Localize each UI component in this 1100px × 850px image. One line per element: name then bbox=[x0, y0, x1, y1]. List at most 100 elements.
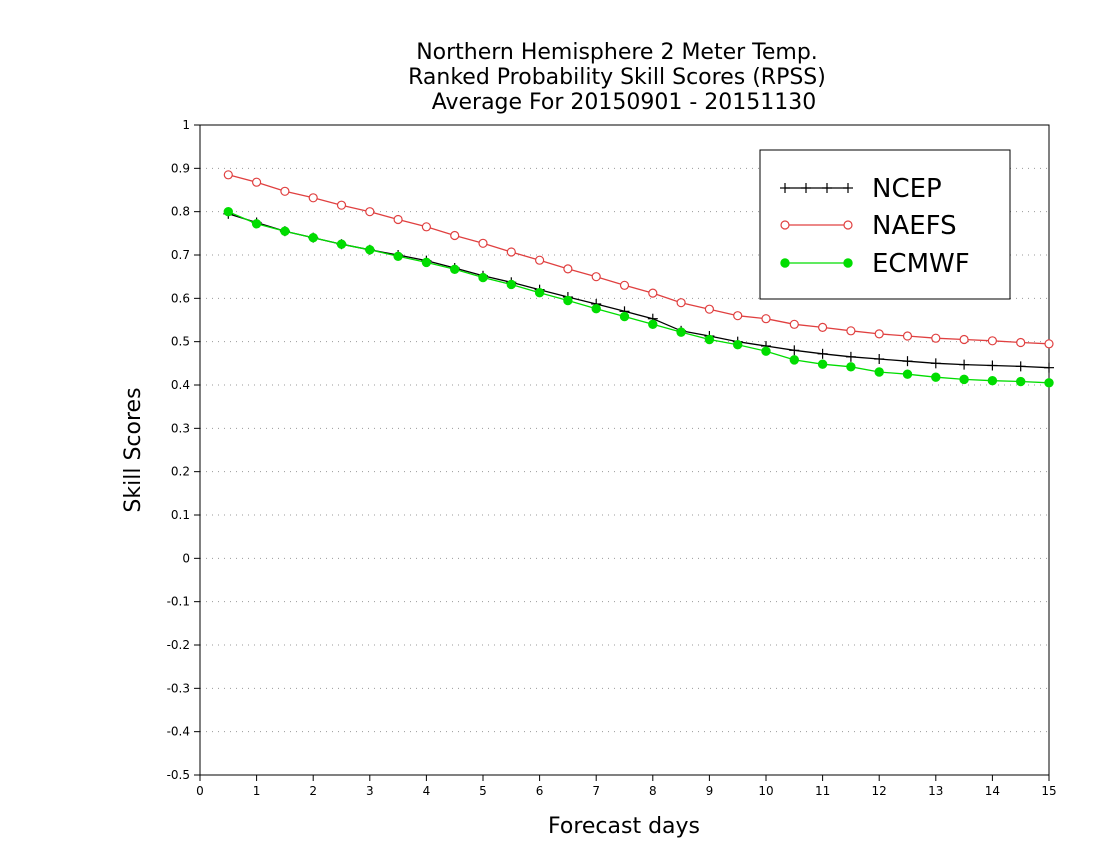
data-point bbox=[789, 319, 799, 329]
series-naefs bbox=[223, 170, 1054, 349]
data-point bbox=[336, 200, 347, 210]
data-point bbox=[930, 358, 941, 369]
data-point bbox=[619, 311, 630, 322]
legend-label: NAEFS bbox=[872, 211, 957, 241]
legend: NCEP NAEFS ECMWF bbox=[759, 149, 1011, 300]
y-tick-label: 0.5 bbox=[171, 335, 190, 349]
data-point bbox=[591, 304, 601, 314]
y-tick-label: 0.1 bbox=[171, 508, 190, 522]
data-point bbox=[450, 230, 460, 241]
legend-entry-ecmwf: ECMWF bbox=[780, 249, 970, 279]
series-line bbox=[228, 174, 1050, 345]
data-point bbox=[534, 288, 545, 298]
legend-entry-naefs: NAEFS bbox=[780, 211, 957, 241]
data-point bbox=[780, 183, 790, 193]
data-point bbox=[874, 329, 884, 339]
data-point bbox=[251, 219, 262, 229]
data-point bbox=[619, 280, 630, 290]
chart-title: Northern Hemisphere 2 Meter Temp. Ranked… bbox=[408, 40, 826, 115]
y-tick-label: 0.8 bbox=[171, 205, 190, 219]
data-point bbox=[393, 214, 403, 225]
data-point bbox=[902, 369, 913, 379]
series-line bbox=[228, 211, 1050, 384]
data-point bbox=[987, 360, 998, 371]
data-point bbox=[780, 220, 790, 230]
data-point bbox=[223, 170, 233, 180]
y-tick-label: -0.4 bbox=[167, 725, 190, 739]
data-point bbox=[902, 356, 913, 367]
data-point bbox=[563, 264, 573, 274]
y-tick-label: 0.3 bbox=[171, 421, 190, 435]
y-tick-label: 0.6 bbox=[171, 291, 190, 305]
data-point bbox=[1044, 362, 1054, 373]
data-point bbox=[874, 354, 885, 364]
data-point bbox=[223, 206, 234, 217]
data-point bbox=[648, 288, 658, 298]
data-point bbox=[534, 255, 545, 265]
data-point bbox=[789, 355, 799, 365]
data-point bbox=[931, 333, 941, 343]
data-point bbox=[252, 177, 262, 187]
data-point bbox=[563, 295, 573, 306]
data-point bbox=[478, 272, 488, 283]
data-point bbox=[959, 359, 970, 370]
y-tick-label: 0 bbox=[182, 551, 190, 565]
x-tick-label: 8 bbox=[649, 784, 657, 798]
x-tick-label: 10 bbox=[758, 784, 773, 798]
x-tick-label: 1 bbox=[253, 784, 261, 798]
data-point bbox=[336, 239, 347, 249]
y-tick-label: 0.2 bbox=[171, 465, 190, 479]
data-point bbox=[733, 340, 743, 350]
x-tick-label: 5 bbox=[479, 784, 487, 798]
data-point bbox=[843, 258, 853, 268]
data-point bbox=[704, 334, 715, 345]
chart-title-line-2: Ranked Probability Skill Scores (RPSS) bbox=[408, 65, 826, 90]
x-tick-label: 12 bbox=[872, 784, 887, 798]
x-tick-label: 14 bbox=[985, 784, 1000, 798]
plot-frame bbox=[199, 124, 1050, 776]
data-point bbox=[761, 314, 771, 324]
x-tick-label: 7 bbox=[592, 784, 600, 798]
y-axis-label: Skill Scores bbox=[121, 387, 146, 512]
data-point bbox=[1016, 376, 1026, 387]
data-point bbox=[780, 258, 790, 268]
x-tick-label: 11 bbox=[815, 784, 830, 798]
data-point bbox=[676, 298, 686, 308]
data-point bbox=[478, 238, 488, 248]
y-tick-label: 1 bbox=[182, 118, 190, 132]
data-point bbox=[959, 334, 969, 345]
data-point bbox=[843, 220, 853, 230]
data-point bbox=[591, 272, 601, 282]
chart-title-line-3: Average For 20150901 - 20151130 bbox=[432, 90, 817, 115]
data-point bbox=[1044, 378, 1054, 388]
series-ecmwf bbox=[223, 206, 1054, 388]
y-tick-label: -0.2 bbox=[167, 638, 190, 652]
x-tick-label: 2 bbox=[309, 784, 317, 798]
y-tick-label: -0.3 bbox=[167, 681, 190, 695]
data-point bbox=[1015, 361, 1026, 372]
x-axis-label: Forecast days bbox=[548, 814, 700, 839]
data-point bbox=[931, 372, 941, 382]
data-point bbox=[506, 247, 516, 257]
data-point bbox=[987, 375, 998, 386]
data-point bbox=[902, 331, 913, 341]
data-point bbox=[421, 257, 432, 268]
data-point bbox=[308, 193, 318, 203]
data-point bbox=[704, 304, 715, 314]
y-tick-label: 0.7 bbox=[171, 248, 190, 262]
data-point bbox=[987, 336, 998, 346]
data-point bbox=[817, 348, 828, 359]
x-tick-label: 9 bbox=[706, 784, 714, 798]
data-point bbox=[846, 362, 856, 372]
y-tick-label: -0.5 bbox=[167, 768, 190, 782]
data-point bbox=[280, 226, 290, 236]
data-point bbox=[1016, 337, 1026, 348]
chart-title-line-1: Northern Hemisphere 2 Meter Temp. bbox=[416, 40, 818, 65]
y-tick-label: 0.4 bbox=[171, 378, 190, 392]
data-point bbox=[789, 345, 800, 356]
data-point bbox=[822, 183, 832, 193]
data-point bbox=[450, 264, 460, 274]
x-tick-label: 4 bbox=[423, 784, 431, 798]
x-tick-label: 6 bbox=[536, 784, 544, 798]
